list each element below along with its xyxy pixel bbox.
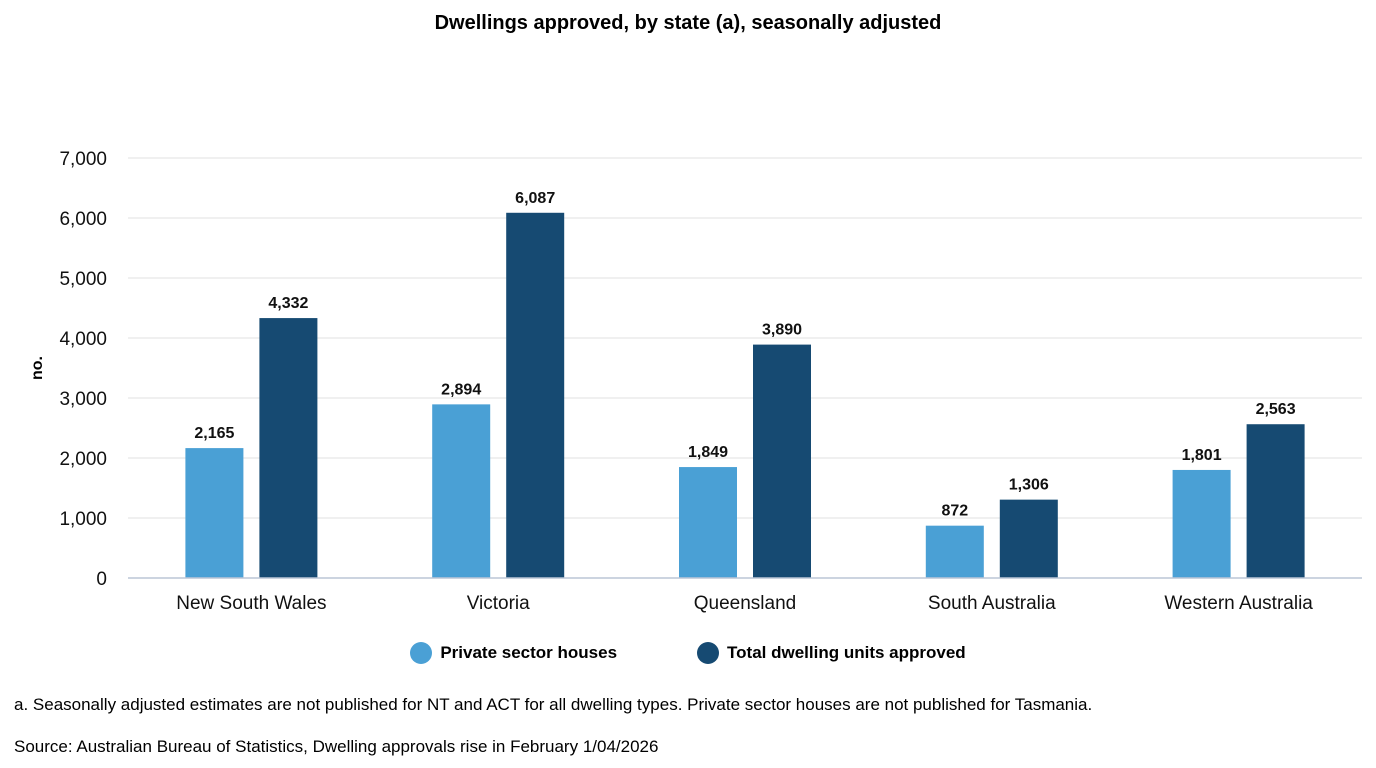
data-label: 1,801 <box>1182 447 1222 464</box>
data-label: 2,894 <box>441 381 481 398</box>
footnote-a: a. Seasonally adjusted estimates are not… <box>14 695 1093 714</box>
y-tick-label: 4,000 <box>59 329 107 350</box>
bar-total-4[interactable] <box>1246 424 1305 578</box>
y-tick-label: 0 <box>96 569 107 590</box>
bar-private-1[interactable] <box>432 404 491 578</box>
data-label: 3,890 <box>762 322 802 339</box>
bar-total-2[interactable] <box>753 344 811 578</box>
legend-item-private-sector-houses[interactable]: Private sector houses <box>410 642 617 664</box>
data-label: 2,165 <box>194 425 234 442</box>
bar-total-1[interactable] <box>506 212 565 578</box>
bar-private-0[interactable] <box>185 448 244 578</box>
legend-swatch-total <box>697 642 720 664</box>
y-axis-label: no. <box>29 356 46 380</box>
x-tick-label: Western Australia <box>1164 593 1313 614</box>
y-tick-label: 3,000 <box>59 389 107 410</box>
x-tick-label: Queensland <box>694 593 796 614</box>
data-label: 1,849 <box>688 444 728 461</box>
chart-title: Dwellings approved, by state (a), season… <box>434 12 942 34</box>
legend-item-total-dwelling-units[interactable]: Total dwelling units approved <box>697 642 966 664</box>
data-label: 872 <box>941 503 968 520</box>
legend-label-private: Private sector houses <box>440 643 618 662</box>
bar-private-4[interactable] <box>1172 469 1231 578</box>
data-labels: 2,165 4,332 2,894 6,087 1,849 3,890 872 1,306 1,… <box>194 190 1295 520</box>
bars <box>185 212 1305 578</box>
y-tick-label: 2,000 <box>59 449 107 470</box>
legend: Private sector houses Total dwelling uni… <box>0 642 1376 664</box>
footnote-source: Source: Australian Bureau of Statistics,… <box>14 737 659 756</box>
x-axis: New South Wales Victoria Queensland South A… <box>176 593 1313 614</box>
grid-lines <box>128 157 1362 519</box>
legend-swatch-private <box>410 642 433 664</box>
y-tick-label: 1,000 <box>59 509 107 530</box>
bar-total-0[interactable] <box>259 318 318 578</box>
data-label: 2,563 <box>1256 401 1296 418</box>
x-tick-label: Victoria <box>467 593 530 614</box>
y-axis: 0 1,000 2,000 3,000 4,000 5,000 6,000 7,000 <box>59 149 107 590</box>
data-label: 4,332 <box>268 295 308 312</box>
x-tick-label: New South Wales <box>176 593 326 614</box>
bar-private-2[interactable] <box>679 467 737 578</box>
y-tick-label: 7,000 <box>59 149 107 170</box>
legend-label-total: Total dwelling units approved <box>727 643 966 662</box>
y-tick-label: 5,000 <box>59 269 107 290</box>
bar-private-3[interactable] <box>925 525 984 578</box>
bar-total-3[interactable] <box>999 499 1058 578</box>
x-tick-label: South Australia <box>928 593 1056 614</box>
data-label: 1,306 <box>1009 477 1049 494</box>
y-tick-label: 6,000 <box>59 209 107 230</box>
data-label: 6,087 <box>515 190 555 207</box>
